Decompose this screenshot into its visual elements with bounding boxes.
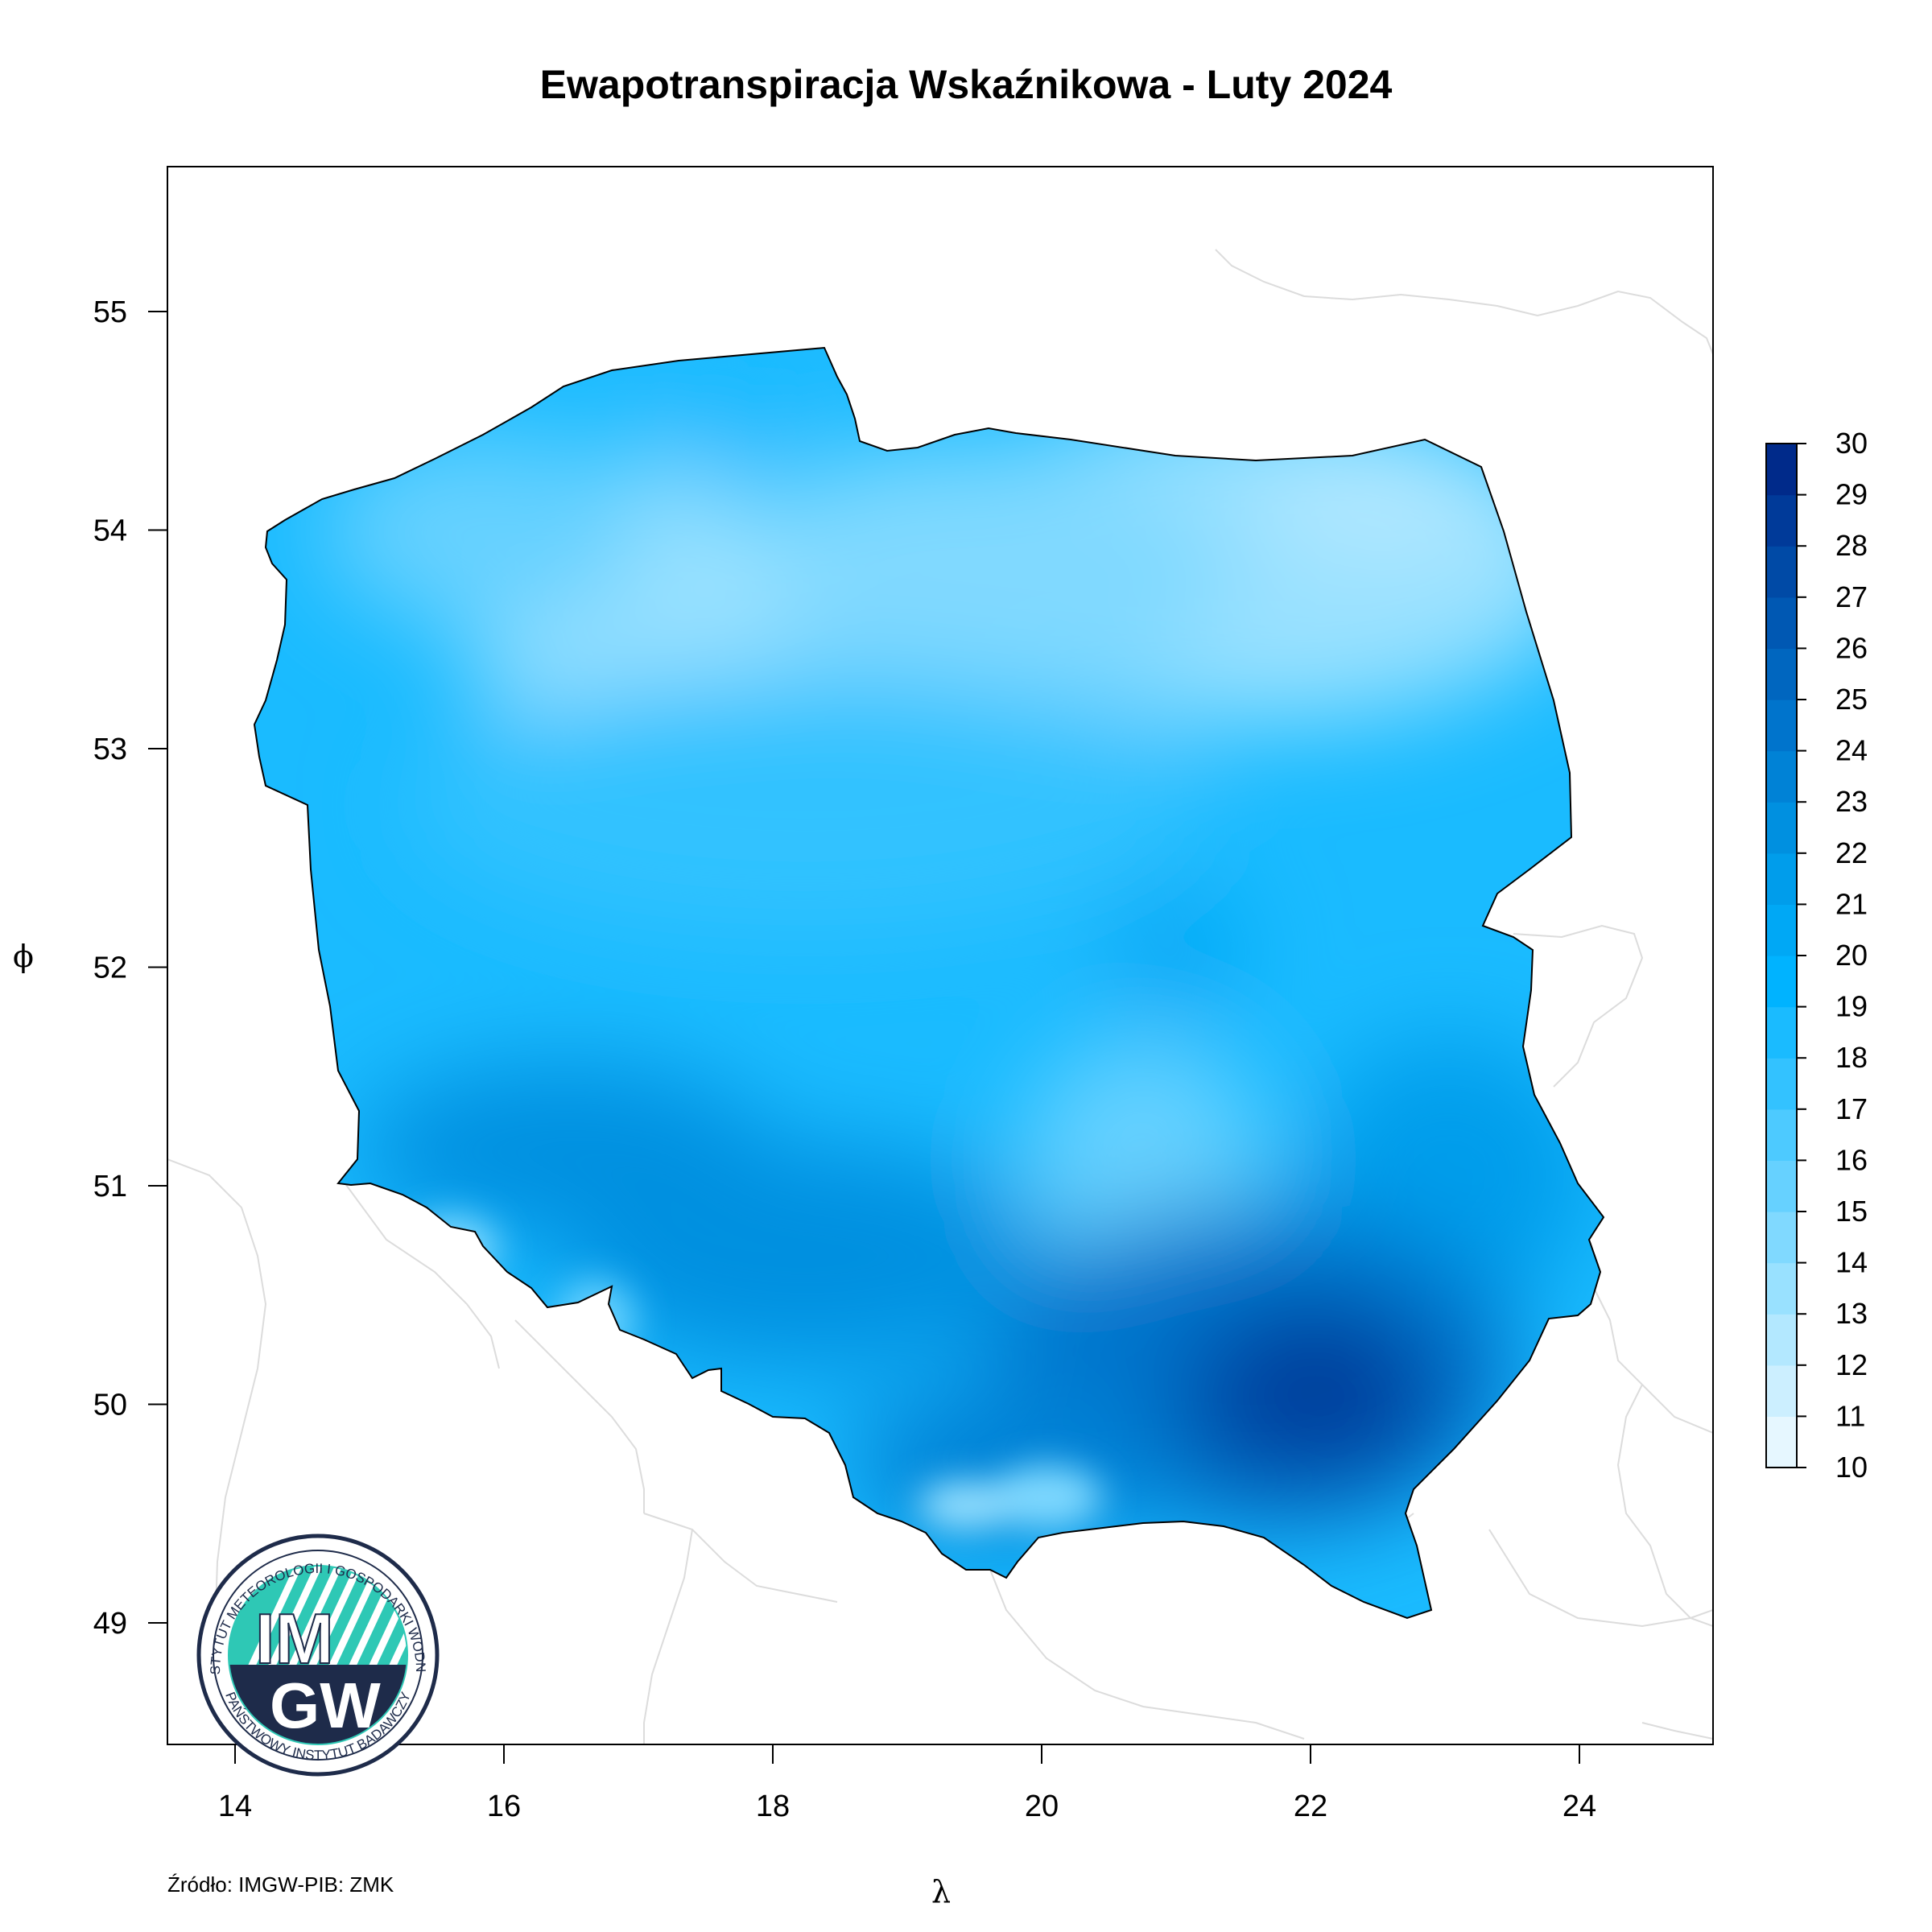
legend-swatch <box>1766 597 1797 649</box>
legend-label: 20 <box>1835 939 1868 972</box>
legend-label: 26 <box>1835 631 1868 664</box>
legend-label: 18 <box>1835 1041 1868 1074</box>
evapotranspiration-field <box>254 348 1604 1618</box>
legend-swatch <box>1766 1108 1797 1161</box>
legend-label: 30 <box>1835 427 1868 460</box>
legend-label: 12 <box>1835 1348 1868 1381</box>
legend-label: 11 <box>1835 1399 1865 1432</box>
legend-swatch <box>1766 956 1797 1008</box>
legend-label: 27 <box>1835 580 1868 613</box>
y-tick-label: 53 <box>93 733 127 766</box>
legend-swatch <box>1766 1212 1797 1264</box>
x-tick-label: 16 <box>487 1790 521 1823</box>
y-tick-label: 55 <box>93 295 127 329</box>
y-tick-label: 51 <box>93 1170 127 1203</box>
x-tick-label: 20 <box>1025 1790 1059 1823</box>
legend-swatch <box>1766 546 1797 598</box>
legend-label: 23 <box>1835 785 1868 818</box>
y-tick-label: 50 <box>93 1389 127 1422</box>
legend-label: 22 <box>1835 836 1868 869</box>
legend-label: 10 <box>1835 1451 1868 1484</box>
legend-swatch <box>1766 802 1797 854</box>
y-axis-label: ϕ <box>13 939 34 974</box>
logo-gw-text: GW <box>270 1670 381 1741</box>
legend-label: 14 <box>1835 1246 1868 1279</box>
legend-label: 13 <box>1835 1297 1868 1330</box>
legend-label: 16 <box>1835 1143 1868 1176</box>
legend-swatch <box>1766 648 1797 700</box>
imgw-logo: IM GW INSTYTUT METEOROLOGII I GOSPODARKI… <box>196 1534 440 1777</box>
legend-label: 29 <box>1835 478 1868 511</box>
y-tick-label: 52 <box>93 952 127 985</box>
plot-frame <box>167 166 1714 1745</box>
legend-label: 28 <box>1835 529 1868 562</box>
x-tick-label: 24 <box>1563 1790 1596 1823</box>
legend-swatch <box>1766 1262 1797 1315</box>
legend-swatch <box>1766 1416 1797 1468</box>
legend-label: 25 <box>1835 683 1868 716</box>
legend-swatch <box>1766 1006 1797 1059</box>
legend-label: 21 <box>1835 887 1868 920</box>
legend-swatch <box>1766 1314 1797 1366</box>
legend-swatch <box>1766 852 1797 905</box>
legend-swatch <box>1766 444 1797 496</box>
colorbar-legend: 10 11 12 13 14 15 16 17 18 19 20 21 22 23 24 25 26 27 28 29… <box>1765 427 1868 1484</box>
legend-label: 19 <box>1835 990 1868 1023</box>
legend-swatch <box>1766 494 1797 547</box>
y-tick-label: 54 <box>93 514 127 548</box>
y-tick-label: 49 <box>93 1607 127 1641</box>
legend-swatch <box>1766 1160 1797 1212</box>
x-axis-label: λ <box>931 1874 952 1909</box>
x-tick-label: 22 <box>1294 1790 1327 1823</box>
x-tick-label: 14 <box>218 1790 252 1823</box>
neighbour-borders <box>167 249 1713 1744</box>
map-title: Ewapotranspiracja Wskaźnikowa - Luty 202… <box>539 62 1393 107</box>
x-tick-label: 18 <box>756 1790 790 1823</box>
axis-ticks <box>148 311 1580 1764</box>
legend-swatch <box>1766 750 1797 803</box>
source-note: Źródło: IMGW-PIB: ZMK <box>167 1872 394 1897</box>
legend-label: 24 <box>1835 734 1868 767</box>
legend-swatch <box>1766 1364 1797 1417</box>
legend-label: 17 <box>1835 1092 1868 1125</box>
tick-labels: 14 16 18 20 22 24 49 50 51 52 53 54 55 <box>93 295 1596 1823</box>
legend-label: 15 <box>1835 1195 1868 1228</box>
logo-im-text: IM <box>255 1599 334 1678</box>
legend-swatch <box>1766 700 1797 752</box>
legend-swatch <box>1766 1058 1797 1110</box>
legend-swatch <box>1766 904 1797 956</box>
